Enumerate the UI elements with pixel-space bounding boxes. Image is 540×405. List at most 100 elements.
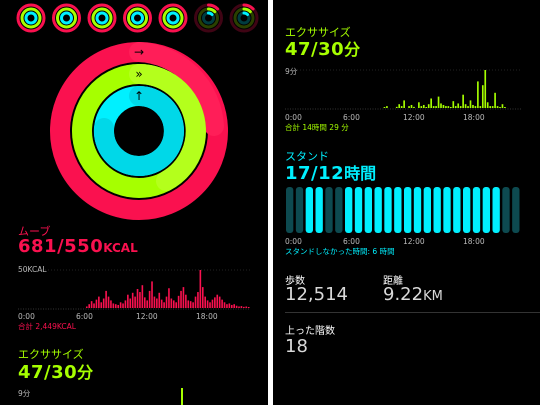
stand-hour-5 (335, 187, 343, 233)
move-bar-36 (105, 290, 107, 308)
exercise-bar-84 (491, 106, 494, 108)
move-bar-77 (204, 296, 206, 308)
stand-axis-6: 6:00 (343, 237, 360, 246)
stand-value-number: 17/12 (285, 163, 345, 184)
day-rings-0 (16, 3, 46, 33)
exercise-axis-6: 6:00 (343, 113, 360, 122)
week-rings-graphic[interactable] (0, 0, 268, 36)
exercise-axis-0: 0:00 (285, 113, 302, 122)
exercise-bar-73 (464, 104, 467, 108)
move-bar-41 (117, 304, 119, 308)
exercise-bar-60 (432, 106, 435, 108)
move-bar-90 (235, 305, 238, 308)
exercise-bar-86 (496, 106, 499, 108)
move-axis-6: 6:00 (76, 312, 93, 321)
exercise-bar-78 (477, 81, 479, 108)
stand-hour-20 (482, 187, 490, 233)
move-bar-51 (141, 285, 144, 308)
stand-axis-18: 18:00 (463, 237, 485, 246)
move-total: 合計 2,449KCAL (18, 322, 76, 331)
stand-hour-8 (364, 187, 372, 233)
move-hourly-chart (18, 269, 250, 310)
exercise-bar-69 (454, 106, 457, 108)
move-bar-82 (216, 294, 219, 308)
exercise-value-unit: 分 (344, 40, 361, 59)
move-bar-50 (139, 292, 141, 308)
stand-hour-12 (404, 187, 412, 233)
stand-hour-21 (492, 187, 500, 233)
exercise-bar-61 (435, 106, 437, 108)
exercise-axis-max: 9分 (285, 67, 298, 76)
day-rings-3 (123, 3, 152, 33)
distance-value-unit: KM (423, 289, 443, 304)
exercise-bar-41 (386, 106, 388, 108)
move-bar-62 (168, 288, 170, 308)
move-bar-34 (100, 302, 103, 308)
move-axis-0: 0:00 (18, 312, 35, 321)
exercise-ring-overlap (129, 64, 206, 191)
move-bar-86 (226, 304, 228, 308)
move-bar-83 (218, 296, 221, 308)
move-bar-30 (90, 301, 93, 308)
exercise-bar-68 (452, 101, 455, 108)
floors-value: 18 (285, 336, 308, 357)
stand-hour-4 (325, 187, 333, 233)
week-rings-row[interactable] (0, 0, 268, 36)
stand-hour-9 (374, 187, 382, 233)
left-exercise-label: エクササイズ (18, 348, 84, 361)
move-bar-66 (177, 295, 180, 308)
move-ring-overlap (129, 42, 224, 136)
exercise-bar-76 (472, 104, 474, 108)
move-bar-47 (131, 292, 134, 308)
move-bar-49 (136, 289, 139, 308)
move-bar-58 (158, 292, 161, 308)
move-bar-39 (112, 303, 115, 308)
exercise-bar-62 (437, 96, 440, 108)
move-bar-44 (124, 300, 127, 308)
stand-note: スタンドしなかった時間: 6 時間 (285, 247, 395, 256)
stand-hour-23 (512, 187, 520, 233)
move-bar-73 (194, 296, 197, 308)
exercise-bar-64 (442, 104, 445, 108)
move-bar-52 (143, 297, 146, 308)
stand-label: スタンド (285, 150, 329, 163)
exercise-hourly-chart (285, 69, 521, 110)
left-exercise-unit: 分 (77, 363, 94, 382)
left-exercise-number: 47/30 (18, 362, 78, 383)
stand-hour-16 (443, 187, 451, 233)
stand-axis-12: 12:00 (403, 237, 425, 246)
move-bar-46 (129, 298, 132, 308)
exercise-bar-46 (398, 104, 401, 108)
exercise-bar-47 (400, 106, 403, 108)
distance-value: 9.22KM (383, 284, 443, 305)
activity-rings: → » ↑ (50, 42, 228, 220)
stand-chart (285, 187, 521, 235)
move-axis-max: 50KCAL (18, 265, 47, 274)
exercise-bar-89 (504, 107, 506, 108)
move-bar-65 (175, 302, 177, 308)
exercise-bar-58 (427, 104, 430, 108)
exercise-axis-12: 12:00 (403, 113, 425, 122)
left-exercise-value: 47/30分 (18, 359, 93, 383)
exercise-bar-88 (501, 104, 504, 108)
move-arrow-icon: → (134, 45, 144, 59)
move-bar-33 (98, 296, 100, 308)
move-bar-92 (240, 306, 243, 308)
move-bar-56 (153, 296, 156, 308)
move-bar-95 (247, 307, 250, 308)
stand-hour-22 (502, 187, 510, 233)
exercise-bar-56 (422, 104, 425, 108)
activity-rings-screen: → » ↑ ムーブ 681/550KCAL 50KCAL 0:00 6:00 1… (0, 0, 268, 405)
exercise-bar-72 (462, 94, 464, 108)
stats-divider (285, 312, 540, 313)
stand-ring-overlap (93, 86, 184, 176)
steps-label: 歩数 (285, 276, 305, 287)
exercise-bar-52 (413, 106, 415, 108)
move-bar-72 (192, 302, 194, 308)
move-bar-85 (223, 302, 226, 308)
move-axis-12: 12:00 (136, 312, 158, 321)
move-bar-60 (163, 302, 165, 308)
day-rings-4 (158, 3, 188, 33)
move-bar-68 (182, 287, 185, 308)
distance-value-number: 9.22 (383, 284, 424, 305)
